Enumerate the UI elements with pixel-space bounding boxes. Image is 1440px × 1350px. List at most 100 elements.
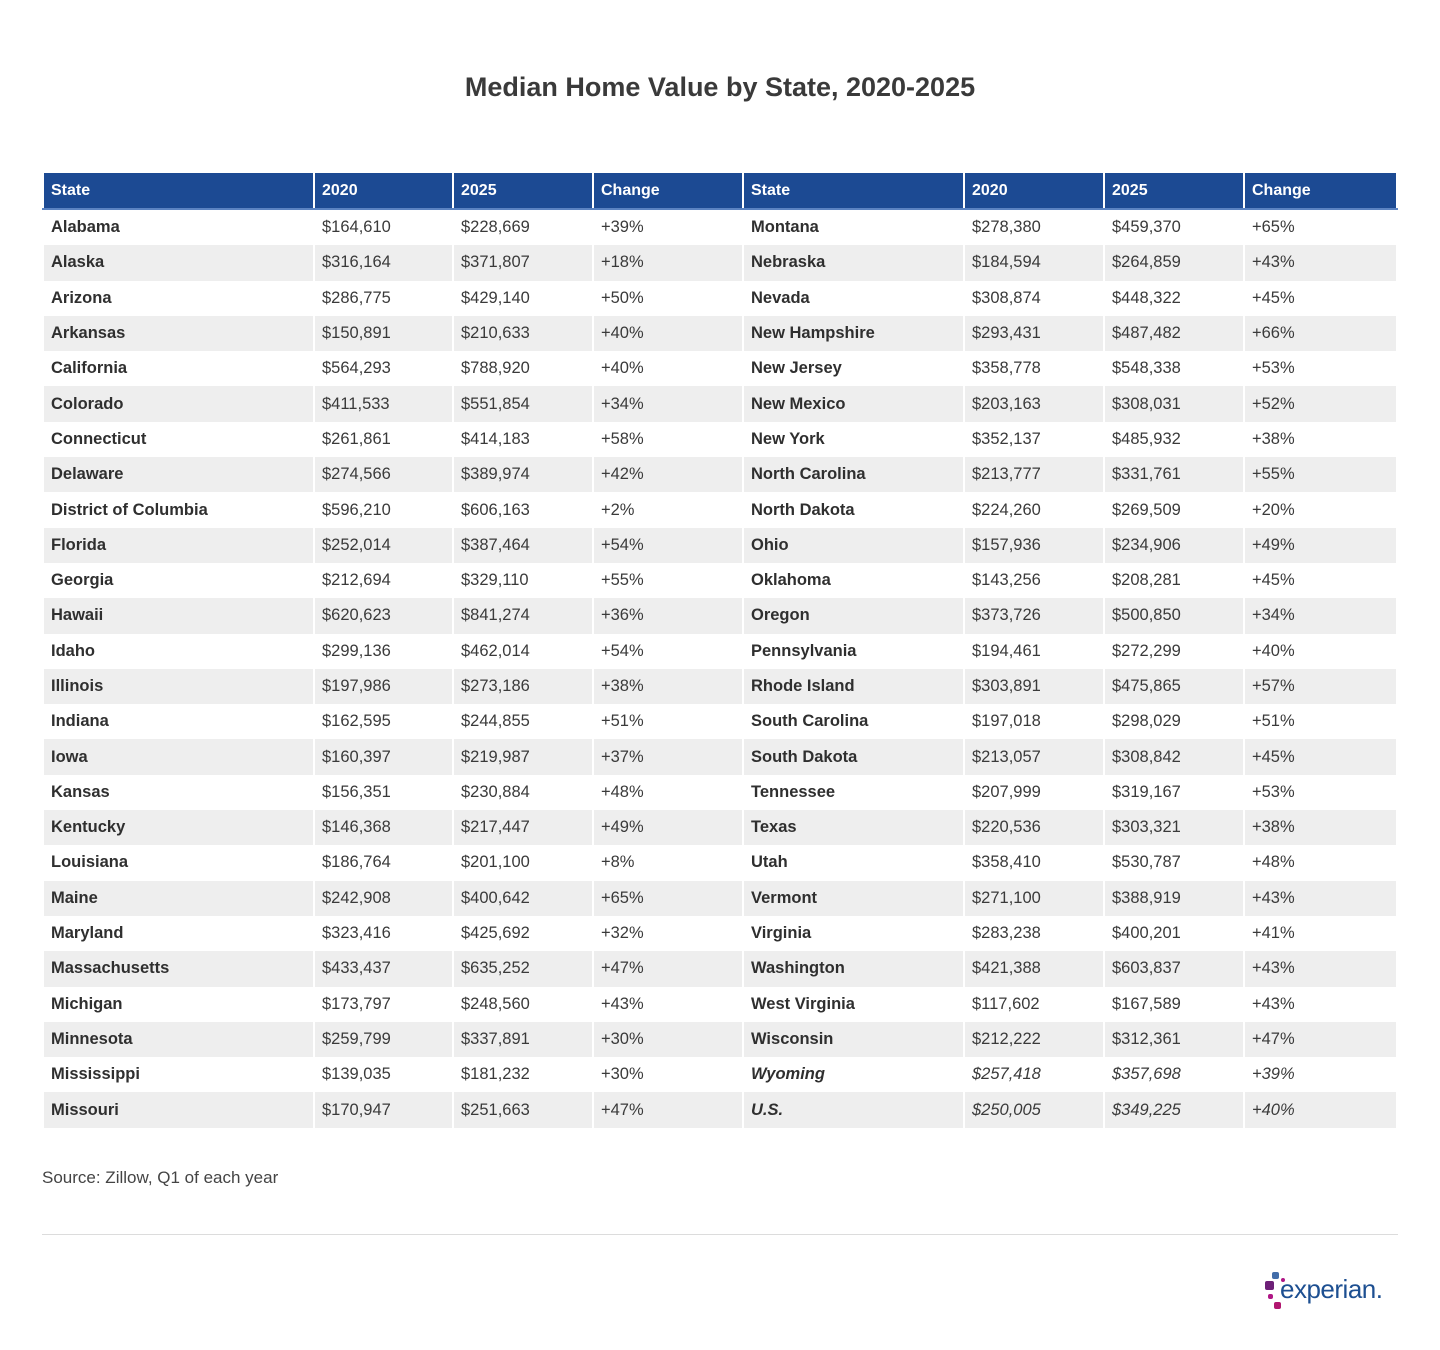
cell-state-right: U.S. <box>742 1092 965 1128</box>
cell-value-2020-left: $411,533 <box>313 386 454 422</box>
cell-value-2025-right: $548,338 <box>1103 351 1245 387</box>
cell-value-2025-right: $487,482 <box>1103 315 1245 352</box>
cell-state-right: Nevada <box>742 280 965 316</box>
cell-value-2025-left: $462,014 <box>452 633 594 669</box>
cell-value-2020-left: $433,437 <box>313 951 454 987</box>
cell-state-left: Hawaii <box>42 598 315 634</box>
cell-state-left: California <box>42 351 315 387</box>
header-2020-left[interactable]: 2020 <box>313 173 454 210</box>
cell-change-right: +47% <box>1243 1021 1398 1058</box>
header-2025-right[interactable]: 2025 <box>1103 173 1245 210</box>
cell-state-right: South Carolina <box>742 704 965 740</box>
cell-state-right: Pennsylvania <box>742 633 965 669</box>
cell-value-2020-left: $274,566 <box>313 457 454 493</box>
cell-state-right: Washington <box>742 951 965 987</box>
cell-value-2020-right: $421,388 <box>963 951 1105 987</box>
header-change-right[interactable]: Change <box>1243 173 1398 210</box>
cell-state-right: North Dakota <box>742 492 965 528</box>
cell-state-right: Montana <box>742 209 965 246</box>
cell-value-2020-right: $308,874 <box>963 280 1105 316</box>
cell-state-left: Florida <box>42 527 315 563</box>
cell-value-2025-left: $389,974 <box>452 457 594 493</box>
cell-state-right: Wyoming <box>742 1057 965 1093</box>
cell-state-left: Mississippi <box>42 1057 315 1093</box>
cell-value-2020-right: $278,380 <box>963 209 1105 246</box>
cell-value-2020-left: $173,797 <box>313 986 454 1022</box>
header-state-right[interactable]: State <box>742 173 965 210</box>
cell-change-right: +43% <box>1243 880 1398 916</box>
cell-state-left: Michigan <box>42 986 315 1022</box>
cell-value-2020-right: $184,594 <box>963 245 1105 281</box>
cell-state-left: Delaware <box>42 457 315 493</box>
cell-value-2020-left: $160,397 <box>313 739 454 775</box>
cell-value-2020-right: $220,536 <box>963 810 1105 846</box>
cell-state-left: Arizona <box>42 280 315 316</box>
cell-state-left: Maryland <box>42 915 315 952</box>
cell-value-2025-right: $475,865 <box>1103 668 1245 705</box>
cell-change-left: +65% <box>592 880 744 916</box>
table-row: Mississippi $139,035 $181,232 +30% Wyoming $2… <box>42 1057 1398 1093</box>
cell-value-2020-right: $213,777 <box>963 457 1105 493</box>
experian-logo: experian. <box>1262 1268 1402 1316</box>
cell-state-right: South Dakota <box>742 739 965 775</box>
cell-value-2020-left: $299,136 <box>313 633 454 669</box>
table-row: Florida $252,014 $387,464 +54% Ohio $157,936 $… <box>42 527 1398 563</box>
cell-state-left: Connecticut <box>42 421 315 458</box>
cell-value-2020-right: $283,238 <box>963 915 1105 952</box>
table-row: District of Columbia $596,210 $606,163 +2% N… <box>42 492 1398 528</box>
cell-value-2020-left: $164,610 <box>313 209 454 246</box>
cell-value-2025-left: $181,232 <box>452 1057 594 1093</box>
header-2020-right[interactable]: 2020 <box>963 173 1105 210</box>
cell-change-left: +58% <box>592 421 744 458</box>
cell-state-right: North Carolina <box>742 457 965 493</box>
cell-value-2020-left: $170,947 <box>313 1092 454 1128</box>
chart-title: Median Home Value by State, 2020-2025 <box>464 72 976 102</box>
header-2025-left[interactable]: 2025 <box>452 173 594 210</box>
cell-state-right: Nebraska <box>742 245 965 281</box>
cell-state-right: Virginia <box>742 915 965 952</box>
cell-state-right: Wisconsin <box>742 1021 965 1058</box>
table-row: Michigan $173,797 $248,560 +43% West Virgini… <box>42 986 1398 1022</box>
cell-state-left: Georgia <box>42 562 315 599</box>
cell-value-2025-left: $273,186 <box>452 668 594 705</box>
cell-value-2020-right: $352,137 <box>963 421 1105 458</box>
header-change-left[interactable]: Change <box>592 173 744 210</box>
cell-value-2025-left: $606,163 <box>452 492 594 528</box>
cell-value-2020-left: $316,164 <box>313 245 454 281</box>
cell-value-2020-left: $150,891 <box>313 315 454 352</box>
cell-state-right: Utah <box>742 845 965 881</box>
cell-value-2020-left: $162,595 <box>313 704 454 740</box>
cell-change-right: +57% <box>1243 668 1398 705</box>
cell-state-left: Colorado <box>42 386 315 422</box>
table-row: Delaware $274,566 $389,974 +42% North Caroli… <box>42 457 1398 493</box>
cell-value-2020-left: $596,210 <box>313 492 454 528</box>
cell-value-2025-left: $635,252 <box>452 951 594 987</box>
cell-value-2025-right: $500,850 <box>1103 598 1245 634</box>
header-state-left[interactable]: State <box>42 173 315 210</box>
table-row: Louisiana $186,764 $201,100 +8% Utah $358,410… <box>42 845 1398 881</box>
cell-change-left: +30% <box>592 1021 744 1058</box>
cell-value-2025-right: $530,787 <box>1103 845 1245 881</box>
cell-value-2025-right: $459,370 <box>1103 209 1245 246</box>
cell-value-2020-right: $373,726 <box>963 598 1105 634</box>
cell-change-right: +45% <box>1243 739 1398 775</box>
cell-change-left: +54% <box>592 527 744 563</box>
table-row: Kansas $156,351 $230,884 +48% Tennessee $207,… <box>42 774 1398 811</box>
cell-value-2025-right: $167,589 <box>1103 986 1245 1022</box>
cell-change-left: +38% <box>592 668 744 705</box>
cell-value-2020-right: $250,005 <box>963 1092 1105 1128</box>
cell-state-left: Iowa <box>42 739 315 775</box>
cell-change-right: +43% <box>1243 986 1398 1022</box>
cell-value-2025-right: $312,361 <box>1103 1021 1245 1058</box>
table-row: Arkansas $150,891 $210,633 +40% New Hampshir… <box>42 315 1398 352</box>
home-value-table: State 2020 2025 Change State 2020 2025 C… <box>42 173 1398 1128</box>
cell-state-right: Texas <box>742 810 965 846</box>
table-row: Minnesota $259,799 $337,891 +30% Wisconsin $2… <box>42 1021 1398 1058</box>
cell-value-2025-right: $208,281 <box>1103 562 1245 599</box>
cell-value-2020-right: $293,431 <box>963 315 1105 352</box>
cell-state-left: Idaho <box>42 633 315 669</box>
cell-state-left: Arkansas <box>42 315 315 352</box>
cell-change-right: +41% <box>1243 915 1398 952</box>
table-row: Massachusetts $433,437 $635,252 +47% Washing… <box>42 951 1398 987</box>
cell-state-right: Oregon <box>742 598 965 634</box>
